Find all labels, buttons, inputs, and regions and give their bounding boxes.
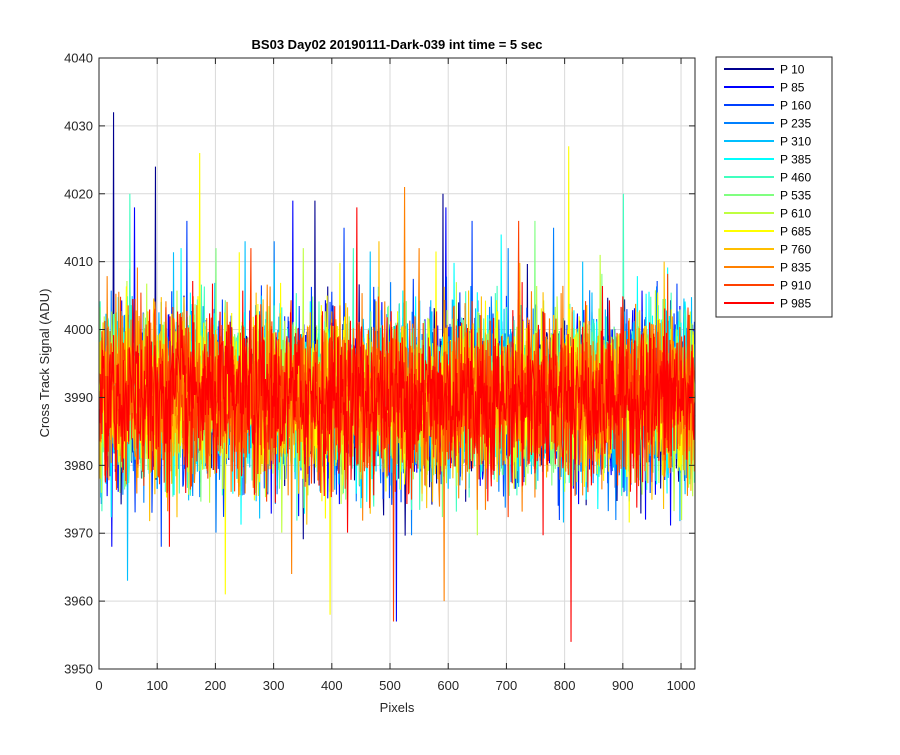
y-tick-label: 4020 <box>64 186 93 201</box>
chart-title: BS03 Day02 20190111-Dark-039 int time = … <box>252 37 543 52</box>
legend-label: P 610 <box>780 207 811 221</box>
legend-label: P 10 <box>780 63 805 77</box>
legend-label: P 160 <box>780 99 811 113</box>
y-tick-label: 4010 <box>64 254 93 269</box>
x-tick-label: 1000 <box>667 678 696 693</box>
legend-label: P 910 <box>780 279 811 293</box>
legend-label: P 235 <box>780 117 811 131</box>
series-line-p-985 <box>99 207 696 642</box>
legend-label: P 985 <box>780 297 811 311</box>
plot-frame <box>98 57 696 670</box>
x-tick-label: 300 <box>263 678 285 693</box>
legend-label: P 685 <box>780 225 811 239</box>
legend-label: P 85 <box>780 81 805 95</box>
x-tick-label: 500 <box>379 678 401 693</box>
x-tick-label: 400 <box>321 678 343 693</box>
y-tick-label: 3990 <box>64 390 93 405</box>
y-tick-label: 3970 <box>64 526 93 541</box>
legend-box <box>715 56 833 318</box>
x-tick-label: 200 <box>205 678 227 693</box>
y-tick-label: 3960 <box>64 594 93 609</box>
legend-label: P 310 <box>780 135 811 149</box>
y-tick-label: 4030 <box>64 118 93 133</box>
x-tick-label: 700 <box>496 678 518 693</box>
x-tick-label: 0 <box>95 678 102 693</box>
x-tick-label: 900 <box>612 678 634 693</box>
y-axis-label: Cross Track Signal (ADU) <box>37 289 52 438</box>
legend-label: P 460 <box>780 171 811 185</box>
x-tick-label: 100 <box>146 678 168 693</box>
y-tick-label: 4040 <box>64 51 93 66</box>
y-tick-label: 3980 <box>64 458 93 473</box>
legend-label: P 385 <box>780 153 811 167</box>
x-tick-label: 800 <box>554 678 576 693</box>
y-tick-label: 3950 <box>64 662 93 677</box>
x-axis-label: Pixels <box>380 700 415 715</box>
legend-label: P 535 <box>780 189 811 203</box>
legend: P 10 P 85 P 160 P 235 P 310 P 385 P 460 P 535 P … <box>715 56 833 318</box>
axis-ticks: 0 100 200 300 400 500 600 700 800 900 1000 3950 3960… <box>64 51 695 694</box>
y-tick-label: 4000 <box>64 322 93 337</box>
series-lines <box>99 112 696 642</box>
legend-label: P 835 <box>780 261 811 275</box>
x-tick-label: 600 <box>437 678 459 693</box>
legend-label: P 760 <box>780 243 811 257</box>
